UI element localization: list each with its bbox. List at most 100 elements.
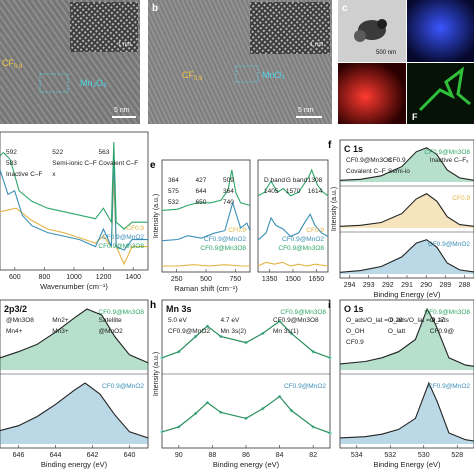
annotation-h: Mn 3s(1) (273, 328, 299, 335)
x-tick-label: 1000 (66, 274, 82, 281)
chart-f: C 1s 294 293 292 291 290 289 288 Binding Energy … (328, 139, 474, 299)
x-tick-label: 250 (171, 276, 183, 283)
x-tick-label: 1350 (262, 276, 278, 283)
series-name-i: CF0.9@MnO2 (428, 383, 470, 390)
annotation-f: CF0.9@Mn3O8 (346, 157, 392, 164)
inset-scale-b: 1 nm (310, 42, 323, 48)
x-tick-label: 288 (459, 282, 471, 289)
annotation-h: Mn 3s(2) (221, 328, 247, 335)
y-axis-label-f: Intensity (a.u.) (331, 187, 338, 231)
x-tick-label: 644 (50, 452, 62, 459)
chart-title-h: Mn 3s (166, 304, 192, 314)
series-name-e-right: CF0.9@Mn3O8 (278, 245, 324, 252)
series-line-d (0, 141, 148, 230)
tem-image-b: b 1 nm CF0.9 MnO₂ 5 nm (148, 0, 332, 124)
annotation-e-right: 1405 (264, 188, 279, 195)
x-tick-label: 600 (9, 274, 21, 281)
annotation-g: Mn2+ (52, 317, 69, 324)
eds-red-map (338, 63, 406, 124)
annotation-i: CF0.9@ (430, 328, 455, 335)
series-name-d: CF0.9@MnO2 (102, 234, 144, 241)
x-tick-label: 1400 (125, 274, 141, 281)
series-line-i (339, 381, 474, 442)
y-axis-label-h: Intensity (a.u.) (153, 352, 160, 396)
eds-image-c: c 500 nm F (338, 0, 474, 124)
series-line-d (0, 155, 148, 251)
annotation-e-left: 364 (223, 188, 234, 195)
eds-blue-map (407, 0, 474, 62)
annotation-d: Inactive C–F (6, 171, 43, 178)
chart-title-f: C 1s (344, 144, 363, 154)
oxide-label-a: Mn₃O₈ (80, 78, 107, 88)
series-name-g: CF0.9@MnO2 (102, 383, 144, 390)
x-tick-label: 534 (351, 452, 363, 459)
chart-i: O 1s 534 532 530 528 Binding Energy (eV) O_ads… (328, 299, 474, 469)
x-axis-label-h: Binding energy (eV) (213, 460, 280, 469)
annotation-h: 4.7 eV (221, 317, 240, 324)
series-name-e-left: CF0.9@MnO2 (204, 236, 246, 243)
x-tick-label: 293 (363, 282, 375, 289)
x-tick-label: 642 (87, 452, 99, 459)
annotation-f: Semi-io (388, 168, 410, 175)
annotation-d: 583 (6, 160, 17, 167)
scale-bar-a: 5 nm (114, 107, 130, 114)
series-line-d (0, 176, 148, 266)
x-tick-label: 294 (344, 282, 356, 289)
chart-e-right: 1350 1500 1650 D band G band 1308 1405 1570 1614… (257, 159, 329, 283)
x-tick-label: 800 (39, 274, 51, 281)
y-axis-label-e-left: Intensity (a.u.) (153, 194, 160, 238)
series-fill-f (340, 239, 474, 274)
panel-letter-h: h (150, 300, 156, 311)
x-tick-label: 1500 (285, 276, 301, 283)
annotation-d: Semi-ionic C–F (52, 160, 96, 167)
annotation-e-left: 650 (196, 199, 207, 206)
annotation-e-right: 1308 (308, 177, 323, 184)
series-line-f (339, 239, 474, 273)
chart-d: 600 800 1000 1200 1400 Wavenumber (cm⁻¹) 592 52… (0, 131, 149, 291)
x-tick-label: 646 (13, 452, 25, 459)
x-tick-label: 1200 (96, 274, 112, 281)
series-name-d: CF0.9@Mn3O8 (98, 243, 144, 250)
annotation-d: 522 (52, 149, 63, 156)
annotation-h: 5.0 eV (168, 317, 187, 324)
annotation-g: @MnO2 (99, 328, 124, 335)
series-fill-i (340, 309, 474, 370)
zoom-box-a (39, 73, 69, 93)
annotation-e-right: D band (264, 177, 285, 184)
x-tick-label: 750 (229, 276, 241, 283)
x-tick-label: 290 (420, 282, 432, 289)
annotation-i: O_ads/O_lat = 0.17 (388, 317, 445, 324)
x-tick-label: 532 (384, 452, 396, 459)
series-name-d: CF0.9 (126, 225, 144, 232)
series-line-g (0, 382, 149, 439)
series-name-e-right: CF0.9 (306, 227, 324, 234)
annotation-f: CF0.9 (388, 157, 406, 164)
annotation-i: O_OH (346, 328, 365, 335)
x-tick-label: 86 (242, 452, 250, 459)
x-tick-label: 1650 (309, 276, 325, 283)
series-line-g (0, 308, 149, 364)
annotation-g: Mn3+ (52, 328, 69, 335)
annotation-e-left: 364 (168, 177, 179, 184)
annotation-g: @Mn3O8 (6, 317, 34, 324)
annotation-e-right: 1614 (308, 188, 323, 195)
panel-letter-e: e (150, 160, 156, 171)
annotation-d: 563 (99, 149, 110, 156)
x-tick-label: 640 (124, 452, 136, 459)
series-line-e-left (161, 169, 251, 211)
inset-scale-a: 1 nm (118, 42, 131, 48)
x-axis-label-e-left: Raman shift (cm⁻¹) (174, 284, 238, 293)
series-name-f: CF0.9@Mn3O8 (424, 149, 470, 156)
zoom-box-b (235, 65, 259, 83)
x-tick-label: 82 (309, 452, 317, 459)
x-tick-label: 291 (401, 282, 413, 289)
series-name-h: CF0.9@MnO2 (284, 383, 326, 390)
series-fill-f (340, 193, 474, 228)
series-name-h: CF0.9@Mn3O8 (280, 309, 326, 316)
x-tick-label: 500 (200, 276, 212, 283)
annotation-d: 592 (6, 149, 17, 156)
series-fill-g (0, 383, 148, 444)
scale-bar-b: 5 nm (298, 107, 314, 114)
annotation-d: Covalent C–F (99, 160, 139, 167)
